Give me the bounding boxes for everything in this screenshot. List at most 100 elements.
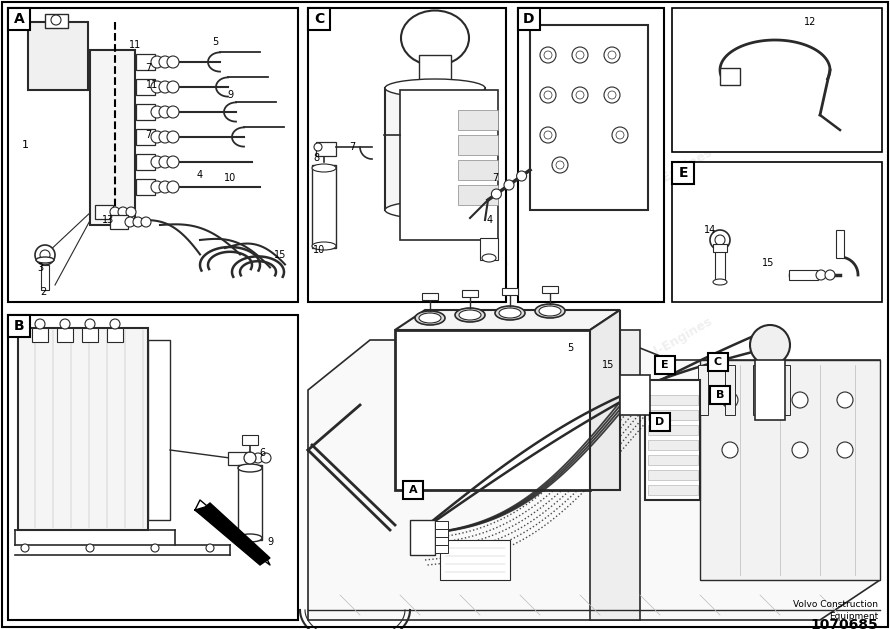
Text: 11: 11 bbox=[129, 40, 142, 50]
Bar bbox=[90, 50, 135, 225]
Bar bbox=[32, 328, 48, 342]
Circle shape bbox=[504, 180, 514, 190]
Circle shape bbox=[572, 47, 588, 63]
Circle shape bbox=[151, 544, 159, 552]
Bar bbox=[8, 315, 30, 337]
Circle shape bbox=[540, 127, 556, 143]
Polygon shape bbox=[700, 360, 880, 580]
Bar bbox=[136, 104, 155, 120]
Bar bbox=[435, 537, 448, 545]
Ellipse shape bbox=[312, 242, 336, 250]
Circle shape bbox=[151, 106, 163, 118]
Circle shape bbox=[85, 319, 95, 329]
Text: B: B bbox=[716, 390, 724, 400]
Ellipse shape bbox=[238, 534, 262, 542]
Circle shape bbox=[616, 131, 624, 139]
Circle shape bbox=[314, 143, 322, 151]
Circle shape bbox=[722, 392, 738, 408]
Circle shape bbox=[608, 91, 616, 99]
Circle shape bbox=[167, 181, 179, 193]
Circle shape bbox=[141, 217, 151, 227]
Bar bbox=[308, 8, 330, 30]
Text: 6: 6 bbox=[259, 448, 265, 458]
Circle shape bbox=[540, 47, 556, 63]
Circle shape bbox=[167, 56, 179, 68]
Text: Diesel-Engines: Diesel-Engines bbox=[397, 314, 493, 377]
Circle shape bbox=[167, 106, 179, 118]
Bar bbox=[312, 165, 336, 248]
Polygon shape bbox=[308, 340, 880, 620]
Circle shape bbox=[159, 106, 171, 118]
Bar bbox=[82, 328, 98, 342]
Text: 9: 9 bbox=[227, 90, 233, 100]
Circle shape bbox=[159, 81, 171, 93]
Text: 5: 5 bbox=[567, 343, 573, 353]
Bar bbox=[672, 162, 694, 184]
Bar bbox=[238, 465, 262, 540]
Ellipse shape bbox=[455, 308, 485, 322]
Bar bbox=[419, 55, 451, 90]
Bar bbox=[18, 328, 148, 530]
Circle shape bbox=[837, 442, 853, 458]
Text: 9: 9 bbox=[267, 537, 273, 547]
Bar bbox=[308, 8, 506, 302]
Ellipse shape bbox=[401, 11, 469, 65]
Ellipse shape bbox=[535, 304, 565, 318]
Bar bbox=[648, 410, 698, 420]
Bar bbox=[698, 365, 708, 415]
Bar bbox=[242, 435, 258, 445]
Circle shape bbox=[612, 127, 628, 143]
Ellipse shape bbox=[385, 201, 485, 219]
Text: 紧发动力: 紧发动力 bbox=[470, 440, 509, 466]
Bar bbox=[403, 481, 423, 499]
Text: A: A bbox=[409, 485, 417, 495]
Circle shape bbox=[261, 453, 271, 463]
Text: Diesel-Engines: Diesel-Engines bbox=[112, 484, 208, 547]
Circle shape bbox=[159, 156, 171, 168]
Bar bbox=[710, 386, 730, 404]
Circle shape bbox=[35, 245, 55, 265]
Bar bbox=[136, 154, 155, 170]
Text: 7: 7 bbox=[145, 130, 151, 140]
Circle shape bbox=[552, 157, 568, 173]
Bar bbox=[753, 365, 763, 415]
Bar bbox=[228, 452, 248, 465]
Text: C: C bbox=[714, 357, 722, 367]
Bar bbox=[518, 8, 664, 302]
Bar bbox=[655, 356, 675, 374]
Bar bbox=[530, 25, 648, 210]
Text: Diesel-Engines: Diesel-Engines bbox=[397, 145, 493, 208]
Circle shape bbox=[825, 270, 835, 280]
Circle shape bbox=[544, 131, 552, 139]
Bar bbox=[713, 244, 727, 252]
Bar bbox=[458, 110, 498, 130]
Bar bbox=[41, 265, 49, 290]
Bar bbox=[435, 529, 448, 537]
Circle shape bbox=[118, 207, 128, 217]
Bar bbox=[648, 455, 698, 465]
Bar bbox=[725, 365, 735, 415]
Bar bbox=[8, 8, 298, 302]
Ellipse shape bbox=[499, 308, 521, 318]
Circle shape bbox=[604, 47, 620, 63]
Bar bbox=[395, 330, 590, 490]
Circle shape bbox=[151, 131, 163, 143]
Bar bbox=[708, 353, 728, 371]
Text: 7: 7 bbox=[349, 142, 355, 152]
Bar bbox=[620, 375, 650, 415]
Circle shape bbox=[792, 442, 808, 458]
Circle shape bbox=[604, 87, 620, 103]
Bar bbox=[789, 270, 818, 280]
Bar bbox=[720, 68, 740, 85]
Circle shape bbox=[167, 81, 179, 93]
Ellipse shape bbox=[415, 311, 445, 325]
Circle shape bbox=[491, 189, 501, 199]
Bar bbox=[148, 340, 170, 520]
Ellipse shape bbox=[459, 310, 481, 320]
Circle shape bbox=[710, 230, 730, 250]
Circle shape bbox=[21, 544, 29, 552]
Circle shape bbox=[540, 87, 556, 103]
Text: 10: 10 bbox=[313, 245, 325, 255]
Text: 5: 5 bbox=[212, 37, 218, 47]
Circle shape bbox=[715, 235, 725, 245]
